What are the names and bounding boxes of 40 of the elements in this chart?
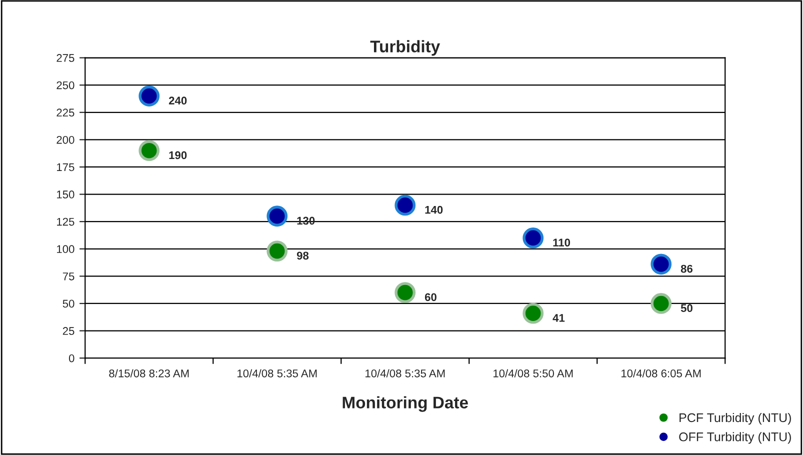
data-label: 60 [424,293,436,302]
x-tick-label: 10/4/08 6:05 AM [621,369,701,378]
y-tick-label: 0 [68,354,74,362]
y-tick-label: 175 [57,163,74,172]
y-tick-label: 150 [57,190,74,198]
point [266,206,288,227]
data-label: 110 [553,238,570,247]
data-label: 86 [680,264,693,273]
point [266,240,288,262]
x-axis-title: Monitoring Date [342,396,468,412]
y-tick-label: 275 [56,54,74,62]
x-tick-label: 8/15/08 8:23 AM [109,369,189,378]
x-tick-label: 10/4/08 5:50 AM [494,369,573,378]
point [138,86,160,106]
y-tick-label: 250 [56,81,74,90]
data-label: 240 [168,96,187,105]
point [138,140,160,162]
data-label: 41 [552,314,565,322]
data-label: 140 [425,206,443,214]
y-tick-label: 125 [57,218,74,226]
y-tick-label: 225 [56,108,74,117]
chart-title: Turbidity [370,40,440,56]
point [394,282,416,304]
data-label: 98 [296,252,309,260]
y-tick-label: 200 [56,136,74,144]
data-label: 190 [169,151,187,160]
y-tick-label: 100 [57,245,74,254]
x-tick-label: 10/4/08 5:35 AM [238,369,317,378]
y-tick-label: 50 [62,300,74,308]
y-tick-label: 75 [62,272,74,280]
x-tick-label: 10/4/08 5:35 AM [366,369,445,378]
data-label: 50 [680,304,692,312]
point [650,254,672,275]
point [522,228,544,248]
point [522,302,544,324]
point [650,293,672,314]
legend-label: OFF Turbidity (NTU) [679,432,791,444]
legend-label: PCF Turbidity (NTU) [680,412,791,425]
y-tick-label: 25 [62,327,74,335]
point [394,194,416,216]
